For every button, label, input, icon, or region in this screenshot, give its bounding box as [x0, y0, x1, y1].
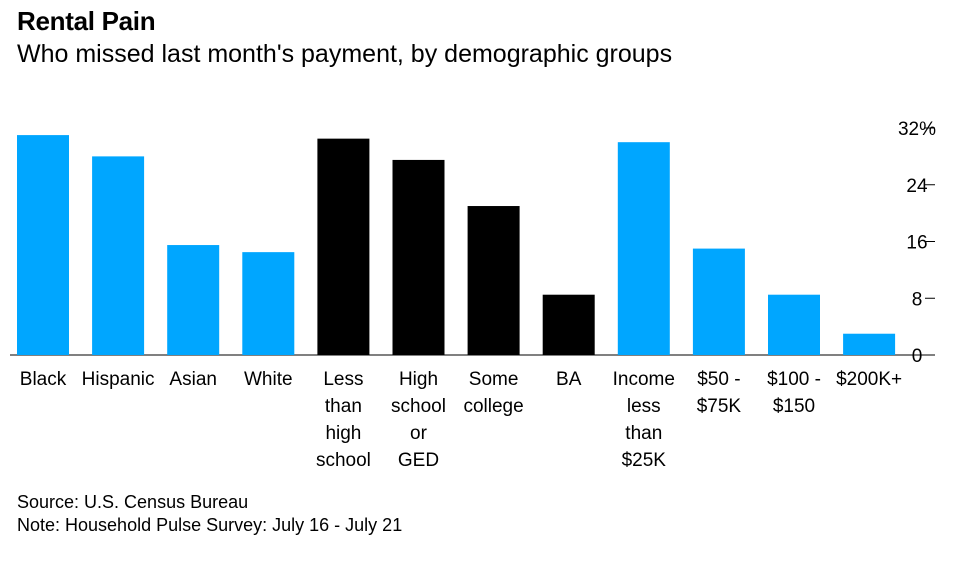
x-tick-label-3: White — [244, 369, 293, 390]
y-tick-label-4: 32% — [898, 119, 936, 140]
x-tick-label-9: $50 -$75K — [697, 369, 742, 417]
x-tick-label-5: High school or GED — [391, 369, 446, 471]
bar-10 — [768, 294, 820, 355]
x-axis-labels: Black Hispanic Asian White Less than high schoo… — [20, 369, 902, 471]
x-tick-label-1: Hispanic — [82, 369, 155, 390]
x-tick-label-10: $100 -$150 — [767, 369, 821, 417]
y-tick-label-2: 16 — [906, 233, 927, 254]
bar-4 — [317, 138, 370, 355]
y-tick-label-0: 0 — [912, 346, 923, 367]
x-tick-label-2: Asian — [169, 369, 217, 390]
y-tick-label-1: 8 — [912, 289, 923, 310]
bar-7 — [542, 294, 595, 355]
bar-5 — [392, 159, 445, 355]
x-tick-label-11: $200K+ — [836, 369, 902, 390]
bars-group — [10, 135, 930, 356]
y-tick-label-3: 24 — [906, 176, 928, 197]
y-axis-labels: 0 8 16 24 32% — [898, 119, 936, 367]
bar-3 — [242, 252, 295, 355]
x-tick-label-7: BA — [556, 369, 582, 390]
bar-chart: 0 8 16 24 32% Black Hispanic Asian White Less tha… — [10, 119, 936, 471]
bar-11 — [843, 333, 896, 355]
bar-0 — [17, 135, 69, 355]
x-tick-label-0: Black — [20, 369, 67, 390]
source-note: Source: U.S. Census Bureau — [17, 492, 249, 512]
x-tick-label-6: Some college — [463, 369, 523, 417]
survey-note: Note: Household Pulse Survey: July 16 - … — [17, 515, 403, 535]
bar-8 — [617, 142, 670, 355]
chart-title: Rental Pain — [17, 6, 156, 36]
x-tick-label-4: Less than high school — [316, 369, 371, 471]
x-tick-label-8: Income less than $25K — [613, 369, 675, 471]
bar-9 — [692, 248, 745, 355]
bar-6 — [467, 206, 520, 355]
bar-2 — [167, 245, 220, 355]
bar-1 — [92, 156, 145, 355]
chart-subtitle: Who missed last month's payment, by demo… — [17, 40, 673, 68]
